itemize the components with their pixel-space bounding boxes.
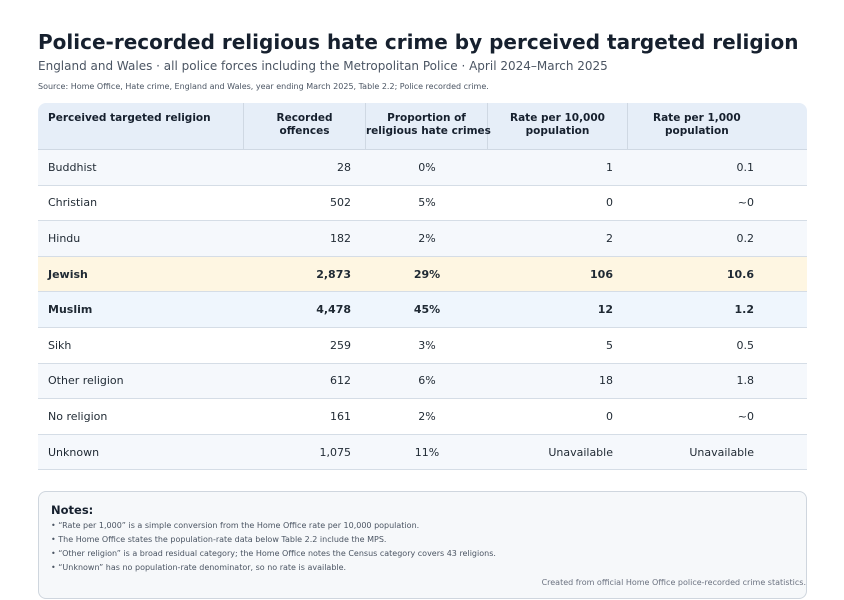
cell-rate-1k: 1.2	[628, 292, 807, 328]
table-row-highlighted: Muslim 4,478 45% 12 1.2	[38, 292, 807, 328]
cell-proportion: 5%	[366, 186, 488, 222]
cell-rate-10k: 106	[488, 257, 628, 293]
notes-list: “Rate per 1,000” is a simple conversion …	[51, 519, 496, 575]
cell-offences: 161	[244, 399, 366, 435]
cell-offences: 612	[244, 364, 366, 400]
cell-religion: Sikh	[38, 328, 244, 364]
cell-rate-1k: Unavailable	[628, 435, 807, 471]
cell-rate-10k: 0	[488, 399, 628, 435]
cell-religion: Hindu	[38, 221, 244, 257]
cell-rate-10k: 2	[488, 221, 628, 257]
cell-rate-1k: ~0	[628, 399, 807, 435]
cell-rate-10k: Unavailable	[488, 435, 628, 471]
note-item: “Rate per 1,000” is a simple conversion …	[51, 519, 496, 533]
cell-rate-10k: 18	[488, 364, 628, 400]
header-recorded-offences: Recorded offences	[244, 103, 366, 150]
header-rate-10k: Rate per 10,000 population	[488, 103, 628, 150]
cell-offences: 182	[244, 221, 366, 257]
table-header-row: Perceived targeted religion Recorded offe…	[38, 103, 807, 150]
cell-proportion: 11%	[366, 435, 488, 471]
cell-rate-10k: 1	[488, 150, 628, 186]
cell-proportion: 3%	[366, 328, 488, 364]
table-row: Christian 502 5% 0 ~0	[38, 185, 807, 222]
cell-proportion: 6%	[366, 364, 488, 400]
table-row: Buddhist 28 0% 1 0.1	[38, 150, 807, 186]
cell-offences: 259	[244, 328, 366, 364]
header-religion: Perceived targeted religion	[38, 103, 244, 150]
cell-offences: 1,075	[244, 435, 366, 471]
hate-crime-table: Perceived targeted religion Recorded offe…	[38, 103, 807, 471]
note-item: “Other religion” is a broad residual cat…	[51, 547, 496, 561]
cell-rate-10k: 5	[488, 328, 628, 364]
cell-rate-1k: 1.8	[628, 364, 807, 400]
header-rate-1k: Rate per 1,000 population	[628, 103, 807, 150]
cell-rate-1k: 0.1	[628, 150, 807, 186]
table-row: No religion 161 2% 0 ~0	[38, 399, 807, 435]
cell-rate-10k: 0	[488, 186, 628, 222]
table-row: Hindu 182 2% 2 0.2	[38, 221, 807, 257]
cell-proportion: 2%	[366, 399, 488, 435]
cell-rate-1k: ~0	[628, 186, 807, 222]
cell-rate-1k: 0.5	[628, 328, 807, 364]
cell-proportion: 29%	[366, 257, 488, 293]
notes-box: Notes: “Rate per 1,000” is a simple conv…	[38, 491, 807, 599]
source-note: Source: Home Office, Hate crime, England…	[38, 82, 489, 91]
table-row: Unknown 1,075 11% Unavailable Unavailabl…	[38, 434, 807, 471]
cell-proportion: 0%	[366, 150, 488, 186]
cell-religion: Christian	[38, 186, 244, 222]
cell-religion: Muslim	[38, 292, 244, 328]
table-row: Other religion 612 6% 18 1.8	[38, 363, 807, 400]
cell-offences: 4,478	[244, 292, 366, 328]
cell-offences: 28	[244, 150, 366, 186]
note-item: The Home Office states the population-ra…	[51, 533, 496, 547]
cell-religion: No religion	[38, 399, 244, 435]
cell-rate-1k: 0.2	[628, 221, 807, 257]
note-item: “Unknown” has no population-rate denomin…	[51, 561, 496, 575]
page-subtitle: England and Wales · all police forces in…	[38, 59, 608, 73]
data-table-container: Perceived targeted religion Recorded offe…	[38, 103, 807, 471]
cell-religion: Other religion	[38, 364, 244, 400]
cell-offences: 502	[244, 186, 366, 222]
notes-title: Notes:	[51, 503, 94, 517]
cell-religion: Buddhist	[38, 150, 244, 186]
cell-religion: Jewish	[38, 257, 244, 293]
credit-note: Created from official Home Office police…	[541, 578, 806, 587]
cell-proportion: 2%	[366, 221, 488, 257]
cell-rate-1k: 10.6	[628, 257, 807, 293]
table-row: Sikh 259 3% 5 0.5	[38, 327, 807, 364]
table-row-highlighted: Jewish 2,873 29% 106 10.6	[38, 256, 807, 293]
header-proportion: Proportion of religious hate crimes	[366, 103, 491, 150]
page-title: Police-recorded religious hate crime by …	[38, 30, 799, 54]
cell-rate-10k: 12	[488, 292, 628, 328]
cell-proportion: 45%	[366, 292, 488, 328]
cell-religion: Unknown	[38, 435, 244, 471]
cell-offences: 2,873	[244, 257, 366, 293]
